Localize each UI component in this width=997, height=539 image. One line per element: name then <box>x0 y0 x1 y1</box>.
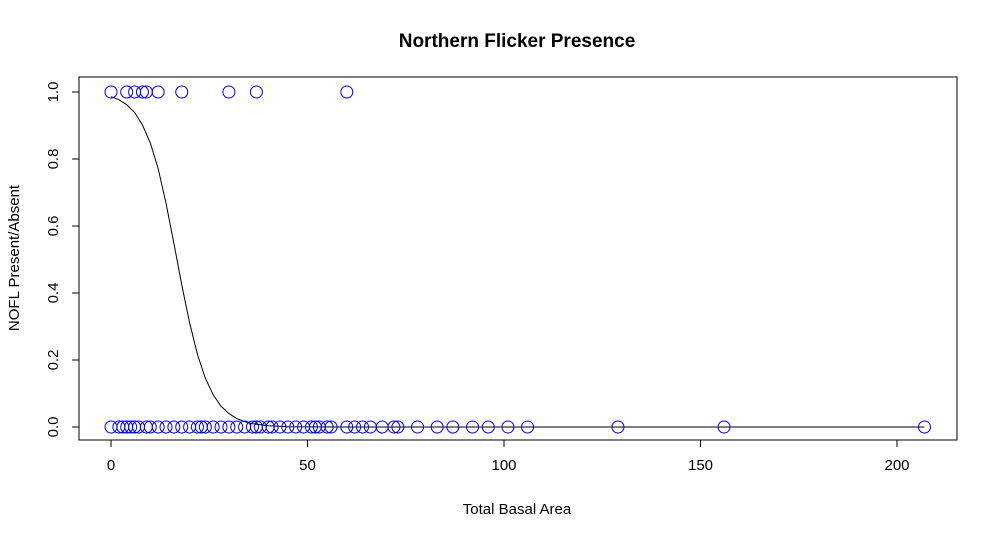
data-point <box>265 420 279 434</box>
data-point <box>446 420 460 434</box>
data-point <box>717 420 731 434</box>
data-point <box>143 420 157 434</box>
points-layer <box>104 85 932 434</box>
y-tick-label: 0.0 <box>45 417 62 438</box>
y-tick-label: 0.2 <box>45 350 62 371</box>
data-point <box>159 420 173 434</box>
data-point <box>151 420 165 434</box>
x-tick-label: 150 <box>688 457 713 474</box>
x-axis: 0 50 100 150 200 <box>107 439 910 474</box>
data-point <box>918 420 932 434</box>
fitted-curve-layer <box>110 96 925 428</box>
data-point <box>190 420 204 434</box>
data-point <box>411 420 425 434</box>
data-point <box>356 420 370 434</box>
data-point <box>104 85 118 99</box>
data-point <box>611 420 625 434</box>
data-point <box>430 420 444 434</box>
data-point <box>340 420 354 434</box>
data-point <box>214 420 228 434</box>
x-tick-label: 100 <box>491 457 516 474</box>
data-point <box>481 420 495 434</box>
data-point <box>391 420 405 434</box>
x-tick-label: 0 <box>107 457 115 474</box>
data-point <box>281 420 295 434</box>
y-tick-label: 0.8 <box>45 149 62 170</box>
data-point <box>175 420 189 434</box>
data-point <box>230 420 244 434</box>
data-point <box>320 420 334 434</box>
data-point <box>135 85 149 99</box>
data-point <box>222 85 236 99</box>
y-axis-label: NOFL Present/Absent <box>6 184 23 331</box>
data-point <box>466 420 480 434</box>
x-tick-label: 200 <box>884 457 909 474</box>
y-axis: 0.0 0.2 0.4 0.6 0.8 1.0 <box>45 82 80 438</box>
data-point <box>120 85 134 99</box>
data-point <box>340 85 354 99</box>
y-tick-label: 0.6 <box>45 216 62 237</box>
data-point <box>348 420 362 434</box>
x-axis-label: Total Basal Area <box>463 501 572 518</box>
data-point <box>289 420 303 434</box>
fitted-curve <box>110 96 925 428</box>
data-point <box>198 420 212 434</box>
y-tick-label: 0.4 <box>45 283 62 304</box>
data-point <box>521 420 535 434</box>
y-tick-label: 1.0 <box>45 82 62 103</box>
data-point <box>387 420 401 434</box>
data-point <box>324 420 338 434</box>
data-point <box>273 420 287 434</box>
data-point <box>206 420 220 434</box>
data-point <box>167 420 181 434</box>
chart-title: Northern Flicker Presence <box>399 31 636 52</box>
data-point <box>501 420 515 434</box>
data-point <box>304 420 318 434</box>
x-tick-label: 50 <box>299 457 316 474</box>
data-point <box>222 420 236 434</box>
data-point <box>151 85 165 99</box>
data-point <box>245 420 259 434</box>
data-point <box>124 420 138 434</box>
data-point <box>249 85 263 99</box>
data-point <box>175 85 189 99</box>
